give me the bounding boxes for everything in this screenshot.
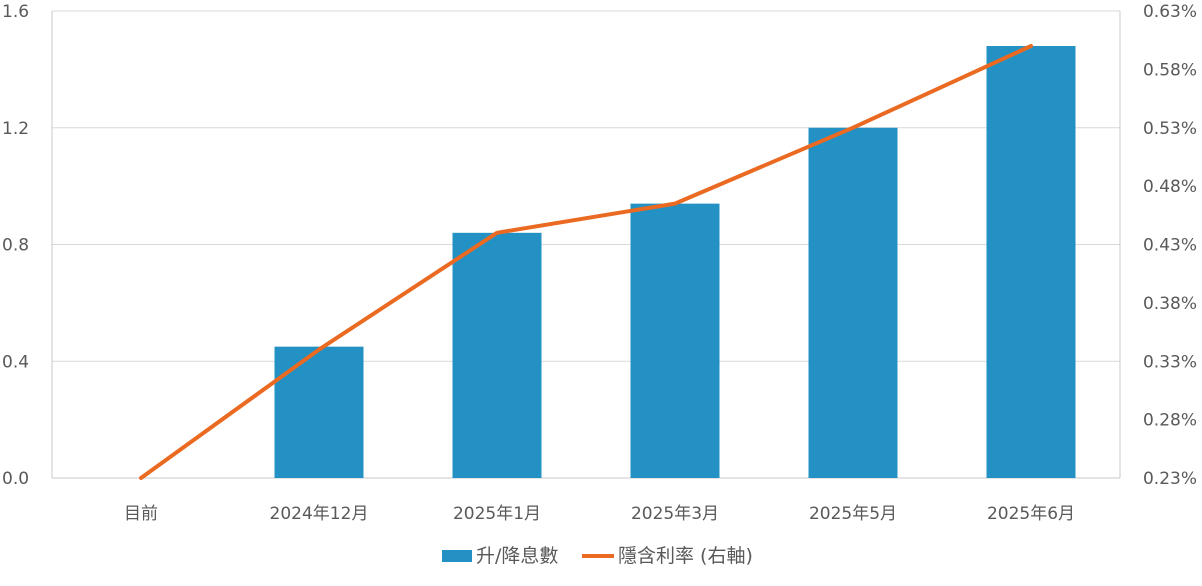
x-axis-ticks: 目前 2024年12月 2025年1月 2025年3月 2025年5月 2025年6月 (124, 504, 1075, 524)
x-tick-label: 2025年1月 (453, 504, 541, 524)
x-tick-label: 2025年3月 (631, 504, 719, 524)
left-tick-label: 0.8 (2, 236, 29, 256)
left-tick-label: 1.2 (2, 119, 29, 139)
x-tick-label: 目前 (124, 504, 158, 524)
right-tick-label: 0.43% (1143, 236, 1197, 256)
right-tick-label: 0.28% (1143, 411, 1197, 431)
bar (809, 128, 898, 478)
x-tick-label: 2025年5月 (809, 504, 897, 524)
right-tick-label: 0.38% (1143, 294, 1197, 314)
left-tick-label: 0.4 (2, 352, 29, 372)
bar (275, 347, 364, 478)
legend-item-line: 隱含利率 (右軸) (582, 545, 753, 567)
line-series (141, 46, 1031, 478)
left-y-axis-ticks: 0.0 0.4 0.8 1.2 1.6 (2, 2, 29, 489)
right-tick-label: 0.23% (1143, 469, 1197, 489)
legend-item-bars: 升/降息數 (442, 545, 558, 567)
legend: 升/降息數 隱含利率 (右軸) (442, 545, 753, 567)
right-y-axis-ticks: 0.23% 0.28% 0.33% 0.38% 0.43% 0.48% 0.53% 0.58%… (1143, 2, 1197, 489)
bar-series (275, 46, 1076, 478)
left-tick-label: 0.0 (2, 469, 29, 489)
right-tick-label: 0.48% (1143, 177, 1197, 197)
right-tick-label: 0.53% (1143, 119, 1197, 139)
x-tick-label: 2025年6月 (987, 504, 1075, 524)
x-tick-label: 2024年12月 (270, 504, 369, 524)
gridlines (52, 11, 1120, 361)
bar (453, 233, 542, 478)
legend-bar-label: 升/降息數 (476, 545, 558, 567)
bar (987, 46, 1076, 478)
bar (631, 204, 720, 478)
right-tick-label: 0.33% (1143, 352, 1197, 372)
legend-bar-swatch (442, 550, 472, 562)
right-tick-label: 0.58% (1143, 60, 1197, 80)
right-tick-label: 0.63% (1143, 2, 1197, 22)
left-tick-label: 1.6 (2, 2, 29, 22)
legend-line-label: 隱含利率 (右軸) (618, 545, 753, 567)
